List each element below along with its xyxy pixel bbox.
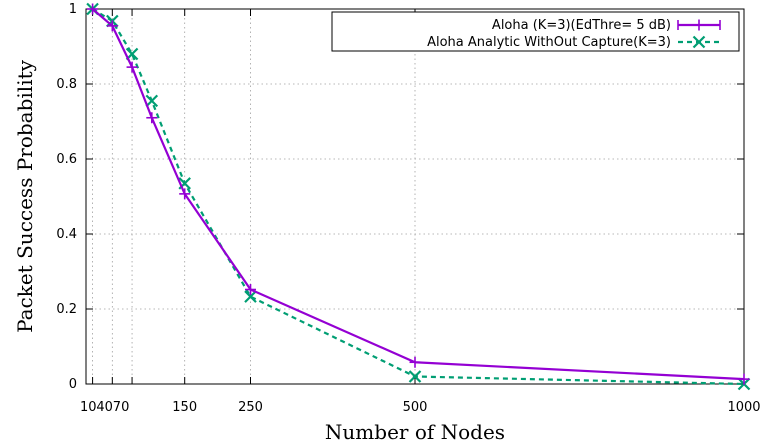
data-point <box>145 94 159 108</box>
legend-swatch-marker <box>692 35 706 49</box>
grid <box>86 9 744 384</box>
y-tick-label: 0 <box>69 377 77 392</box>
legend-label: Aloha (K=3)(EdThre= 5 dB) <box>492 18 671 33</box>
series-line <box>92 8 745 386</box>
x-tick-label: 1000 <box>727 400 760 415</box>
x-tick-label: 250 <box>238 400 263 415</box>
data-point <box>106 20 118 32</box>
data-point <box>244 290 257 303</box>
x-tick-label: 10 <box>80 400 97 415</box>
legend-swatch-marker <box>693 19 705 31</box>
y-tick-label: 1 <box>69 2 77 17</box>
data-point <box>408 370 422 383</box>
data-point <box>245 284 256 295</box>
data-point <box>179 188 191 200</box>
data-point <box>126 61 138 73</box>
series-line <box>91 8 745 381</box>
axes: 0 0.2 0.4 0.6 0.8 1 10 40 70 150 250 500 1000 <box>56 2 760 415</box>
y-tick-label: 0.2 <box>56 302 77 317</box>
x-tick-label: 150 <box>172 400 197 415</box>
x-axis-title: Number of Nodes <box>325 420 505 444</box>
series-group <box>86 2 751 391</box>
y-tick-label: 0.8 <box>56 77 77 92</box>
data-point <box>146 112 158 124</box>
y-axis-title: Packet Success Probability <box>13 59 37 333</box>
legend-box <box>331 11 740 52</box>
legend: Aloha (K=3)(EdThre= 5 dB) Aloha Analytic … <box>331 11 740 52</box>
data-point <box>87 3 99 15</box>
x-tick-label: 70 <box>113 400 130 415</box>
legend-label: Aloha Analytic WithOut Capture(K=3) <box>427 35 671 50</box>
y-tick-label: 0.4 <box>56 227 77 242</box>
x-tick-label: 40 <box>96 400 113 415</box>
y-tick-label: 0.6 <box>56 152 77 167</box>
data-point <box>409 356 421 368</box>
x-tick-label: 500 <box>403 400 428 415</box>
data-point <box>738 373 750 385</box>
